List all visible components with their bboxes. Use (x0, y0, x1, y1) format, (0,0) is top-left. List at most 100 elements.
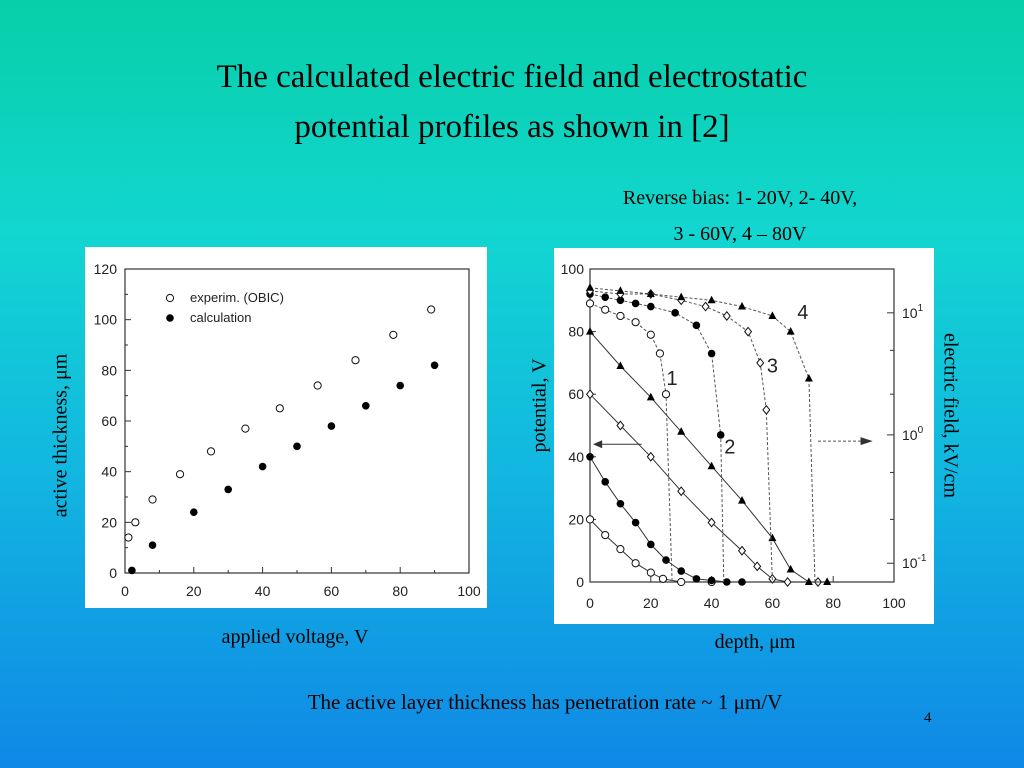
right-y-tick-label: 0 (576, 574, 584, 590)
thickness-vs-voltage-chart: 0 20 40 60 80 100 0 20 40 60 80 100 120 experim. (OBI… (85, 247, 487, 608)
left-data-point (351, 356, 360, 365)
left-data-point (293, 442, 301, 451)
left-chart-svg: 0 20 40 60 80 100 0 20 40 60 80 100 120 experim. (OBI… (94, 261, 481, 599)
potential-point-4 (738, 496, 746, 504)
right-x-tick-label: 40 (704, 595, 720, 611)
potential-point-3 (677, 486, 686, 497)
left-data-point (131, 518, 140, 527)
potential-point-2 (738, 578, 746, 586)
right-x-tick-label: 80 (825, 595, 841, 611)
right-y2-tick-exponent: -1 (918, 553, 927, 564)
potential-point-4 (646, 392, 655, 401)
bias-line-2: 3 - 60V, 4 – 80V (673, 223, 807, 245)
left-axis-arrow-head (593, 440, 603, 449)
potential-point-4 (786, 564, 795, 573)
left-y-tick-label: 60 (101, 413, 117, 429)
field-point-2 (671, 309, 679, 317)
potential-point-2 (723, 578, 731, 586)
left-y-tick-label: 120 (94, 261, 118, 277)
right-y2-tick-exponent: 1 (918, 303, 924, 314)
field-point-4 (707, 295, 716, 304)
left-y-tick-label: 20 (101, 514, 117, 530)
left-data-point (190, 508, 198, 516)
potential-point-4 (616, 361, 625, 370)
field-point-3 (756, 357, 765, 368)
field-point-2 (601, 293, 609, 301)
field-point-2 (616, 296, 625, 305)
potential-point-1 (585, 515, 595, 524)
right-y2-tick-label: 101 (902, 303, 924, 321)
potential-point-2 (616, 499, 625, 508)
field-point-4 (586, 283, 594, 291)
field-point-3 (744, 326, 753, 337)
right-x-tick-label: 0 (586, 595, 594, 611)
potential-point-2 (647, 540, 655, 549)
potential-curve-3 (589, 393, 818, 583)
field-curve-4 (589, 287, 816, 583)
curve-label-1: 1 (667, 368, 678, 390)
field-point-4 (646, 289, 655, 298)
field-point-4 (738, 301, 746, 310)
title-line-2: potential profiles as shown in [2] (294, 109, 730, 145)
field-point-2 (647, 302, 655, 311)
potential-point-1 (677, 577, 686, 587)
left-data-point (396, 381, 405, 390)
curve-label-4: 4 (797, 302, 808, 324)
potential-point-1 (658, 574, 668, 583)
left-y-axis-label: active thickness, μm (49, 353, 72, 518)
field-point-4 (804, 373, 813, 382)
right-y-tick-label: 80 (568, 324, 584, 340)
field-point-1 (631, 318, 640, 327)
right-x-axis-label: depth, μm (714, 631, 796, 653)
left-legend-marker (165, 293, 175, 303)
left-y-tick-label: 40 (101, 464, 117, 480)
left-x-tick-label: 0 (121, 583, 129, 599)
right-x-tick-label: 60 (765, 595, 781, 611)
reverse-bias-note: Reverse bias: 1- 20V, 2- 40V, 3 - 60V, 4… (560, 180, 920, 252)
potential-point-1 (616, 545, 625, 554)
field-point-2 (707, 349, 716, 358)
left-data-point (224, 485, 232, 494)
field-point-3 (701, 301, 710, 312)
left-y-tick-label: 80 (101, 362, 117, 378)
field-point-1 (646, 330, 655, 339)
left-x-tick-label: 60 (324, 583, 340, 599)
field-point-4 (786, 327, 795, 335)
potential-curve-4 (589, 331, 828, 583)
left-data-point (175, 470, 185, 479)
left-y-tick-label: 0 (109, 565, 117, 581)
potential-point-4 (823, 577, 832, 585)
right-y2-tick-exponent: 0 (918, 425, 924, 436)
potential-point-1 (631, 559, 640, 568)
left-y-tick-label: 100 (94, 312, 118, 328)
left-data-point (427, 305, 436, 314)
right-y-tick-label: 100 (561, 261, 585, 277)
potential-point-3 (783, 577, 792, 587)
left-plot-frame (124, 268, 470, 574)
right-x-tick-label: 100 (882, 595, 906, 611)
right-y-tick-label: 40 (568, 449, 584, 465)
field-point-2 (716, 431, 725, 439)
left-data-point (124, 533, 133, 542)
potential-point-1 (646, 568, 655, 577)
left-data-point (327, 422, 336, 430)
right-y2-axis-label: electric field, kV/cm (939, 333, 962, 498)
field-point-2 (631, 299, 640, 308)
field-curve-3 (589, 290, 773, 583)
left-legend-label: calculation (190, 310, 251, 325)
footer-note: The active layer thickness has penetrati… (307, 690, 783, 714)
potential-point-3 (585, 389, 595, 400)
potential-point-2 (601, 478, 609, 486)
potential-field-chart: 0 20 40 60 80 100 0 20 40 60 80 100 101 100 10-1 1 2 3 4 (554, 248, 934, 624)
left-legend-label: experim. (OBIC) (190, 290, 284, 305)
right-axis-arrow-head (860, 437, 873, 446)
left-data-point (362, 402, 370, 410)
left-data-point (389, 330, 398, 339)
left-data-point (430, 361, 439, 370)
potential-point-3 (616, 420, 625, 431)
left-data-point (148, 495, 157, 504)
left-data-point (258, 462, 267, 471)
field-point-1 (585, 299, 595, 308)
curve-label-3: 3 (767, 355, 778, 377)
